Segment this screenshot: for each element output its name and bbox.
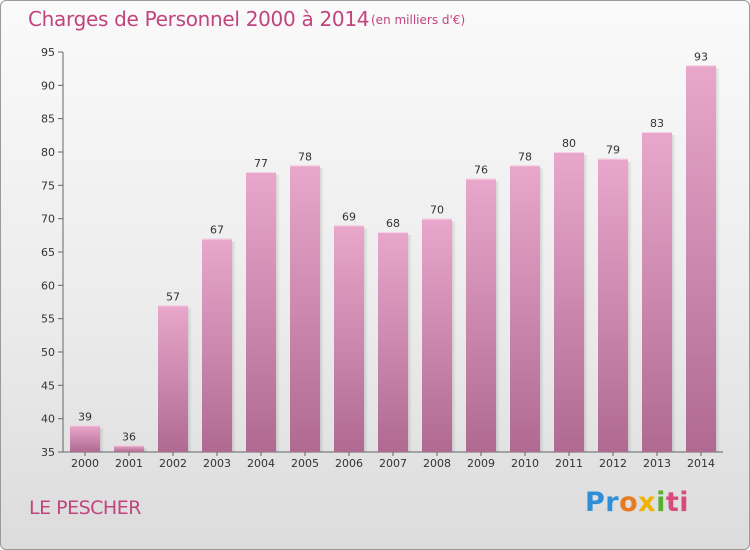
value-label: 76: [474, 164, 488, 177]
x-tick-label: 2010: [511, 457, 539, 470]
bar-2008: [422, 218, 452, 452]
bar-shadow: [716, 68, 720, 452]
value-label: 83: [650, 117, 664, 130]
value-label: 70: [430, 204, 444, 217]
y-tick-label: 90: [41, 79, 55, 92]
y-tick-label: 75: [41, 179, 55, 192]
bar-2012: [598, 158, 628, 452]
x-tick-label: 2005: [291, 457, 319, 470]
bar-shadow: [232, 241, 236, 452]
x-tick-label: 2002: [159, 457, 187, 470]
bar-shadow: [188, 308, 192, 452]
bar-shadow: [276, 175, 280, 452]
bar-2011: [554, 152, 584, 452]
y-tick-label: 45: [41, 379, 55, 392]
y-tick-label: 55: [41, 313, 55, 326]
bar-shadow: [364, 228, 368, 452]
bar-2005: [290, 165, 320, 453]
y-tick-label: 85: [41, 113, 55, 126]
bar-2004: [246, 172, 276, 452]
y-tick-label: 80: [41, 146, 55, 159]
x-tick-label: 2011: [555, 457, 583, 470]
x-tick-label: 2000: [71, 457, 99, 470]
value-label: 78: [518, 150, 532, 163]
x-tick-label: 2001: [115, 457, 143, 470]
bar-2014: [686, 65, 716, 452]
bar-2000: [70, 425, 100, 452]
place-name: LE PESCHER: [29, 497, 141, 519]
x-tick-label: 2007: [379, 457, 407, 470]
value-label: 93: [694, 50, 708, 63]
x-tick-label: 2003: [203, 457, 231, 470]
value-label: 80: [562, 137, 576, 150]
value-label: 78: [298, 150, 312, 163]
y-tick-label: 35: [41, 446, 55, 459]
bar-shadow: [100, 428, 104, 452]
bar-2010: [510, 165, 540, 453]
y-tick-label: 50: [41, 346, 55, 359]
logo-part-1: Pr: [585, 487, 620, 518]
bar-2013: [642, 132, 672, 452]
value-label: 69: [342, 210, 356, 223]
bar-shadow: [628, 161, 632, 452]
bar-2003: [202, 238, 232, 452]
bar-2007: [378, 232, 408, 452]
bar-shadow: [452, 221, 456, 452]
bar-2001: [114, 445, 144, 452]
bar-shadow: [144, 448, 148, 452]
x-tick-label: 2008: [423, 457, 451, 470]
bar-shadow: [496, 181, 500, 452]
logo-part-2: o: [619, 487, 639, 518]
logo-part-4: i: [656, 487, 666, 518]
x-tick-label: 2014: [687, 457, 715, 470]
bar-2002: [158, 305, 188, 452]
x-tick-label: 2006: [335, 457, 363, 470]
y-tick-label: 60: [41, 279, 55, 292]
value-label: 77: [254, 157, 268, 170]
chart-title: Charges de Personnel 2000 à 2014: [28, 7, 370, 31]
y-tick-label: 70: [41, 213, 55, 226]
bar-2006: [334, 225, 364, 452]
y-tick-label: 65: [41, 246, 55, 259]
value-label: 67: [210, 224, 224, 237]
bar-shadow: [540, 168, 544, 453]
x-tick-label: 2009: [467, 457, 495, 470]
logo-part-3: x: [638, 487, 657, 518]
proxiti-logo[interactable]: Proxiti: [585, 487, 689, 518]
value-label: 79: [606, 144, 620, 157]
y-tick-label: 40: [41, 413, 55, 426]
chart-subtitle: (en milliers d'€): [371, 13, 466, 27]
value-label: 68: [386, 217, 400, 230]
bar-shadow: [672, 135, 676, 452]
y-tick-label: 95: [41, 46, 55, 59]
x-tick-label: 2012: [599, 457, 627, 470]
bar-shadow: [584, 155, 588, 452]
value-label: 36: [122, 430, 136, 443]
x-tick-label: 2013: [643, 457, 671, 470]
bar-shadow: [320, 168, 324, 453]
value-label: 57: [166, 290, 180, 303]
value-label: 39: [78, 410, 92, 423]
x-tick-label: 2004: [247, 457, 275, 470]
logo-part-5: ti: [665, 487, 690, 518]
bar-shadow: [408, 235, 412, 452]
bar-2009: [466, 178, 496, 452]
